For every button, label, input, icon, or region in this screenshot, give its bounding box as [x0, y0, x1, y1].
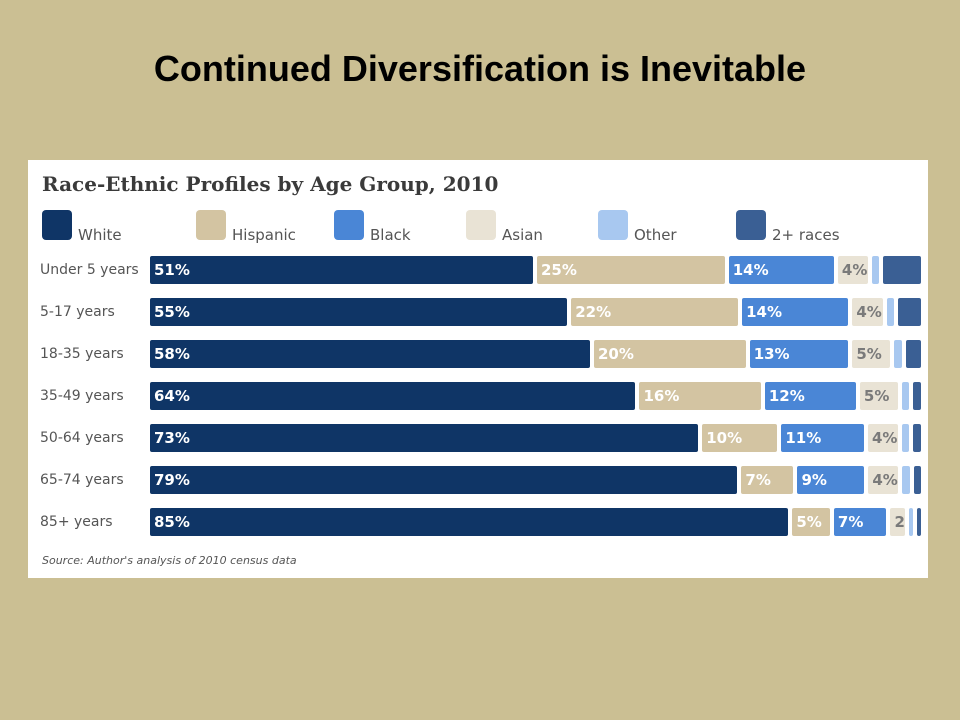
row-label: 5-17 years [40, 304, 115, 320]
row-label: 50-64 years [40, 430, 124, 446]
bar-segment: 7% [741, 466, 794, 494]
row-label: 85+ years [40, 514, 113, 530]
bar-segment: 7% [833, 508, 887, 536]
legend-swatch [736, 210, 766, 240]
bar-value-label: 64% [154, 387, 190, 405]
bar-value-label: 16% [643, 387, 680, 405]
bar-value-label: 22% [575, 303, 612, 321]
bar-value-label: 4% [871, 429, 898, 447]
bar-segment: 4% [837, 256, 868, 284]
bar-segment: 2% [890, 508, 906, 536]
bar-segment [913, 382, 921, 410]
bar-segment [917, 508, 921, 536]
bar-segment [883, 256, 921, 284]
bar-segment: 5% [792, 508, 830, 536]
bar-segment: 4% [868, 466, 899, 494]
chart-panel: Race-Ethnic Profiles by Age Group, 2010 … [28, 160, 928, 578]
legend-label: White [78, 226, 122, 244]
bar-value-label: 25% [541, 261, 577, 279]
bar-segment [902, 466, 910, 494]
bar-value-label: 14% [732, 261, 769, 279]
legend-label: Black [370, 226, 411, 244]
bar-segment: 64% [150, 382, 636, 410]
row-label: 18-35 years [40, 346, 124, 362]
bar-value-label: 79% [154, 471, 190, 489]
bar-segment: 58% [150, 340, 590, 368]
legend-swatch [42, 210, 72, 240]
bar-segment: 11% [781, 424, 864, 452]
bar-segment: 55% [150, 298, 568, 326]
bar-segment: 51% [150, 256, 533, 284]
bar-segment: 13% [749, 340, 849, 368]
bar-value-label: 20% [597, 345, 634, 363]
bar-value-label: 13% [753, 345, 790, 363]
bar-segment: 4% [867, 424, 898, 452]
bar-value-label: 9% [801, 471, 827, 489]
bar-segment: 79% [150, 466, 738, 494]
bar-value-label: 4% [872, 471, 898, 489]
legend-swatch [466, 210, 496, 240]
bar-segment [901, 424, 910, 452]
bar-value-label: 14% [746, 303, 783, 321]
bar-value-label: 10% [706, 429, 743, 447]
bar-value-label: 7% [745, 471, 771, 489]
bar-value-label: 5% [796, 513, 822, 531]
row-label: 35-49 years [40, 388, 124, 404]
bar-segment: 10% [702, 424, 778, 452]
bar-segment [913, 424, 921, 452]
legend-swatch [196, 210, 226, 240]
bar-value-label: 2% [894, 513, 905, 531]
bar-value-label: 85% [154, 513, 190, 531]
bar-segment: 4% [852, 298, 883, 326]
bar-segment [871, 256, 880, 284]
bar-value-label: 5% [863, 387, 890, 405]
bar-segment [909, 508, 914, 536]
legend-swatch [598, 210, 628, 240]
bar-segment [886, 298, 895, 326]
legend-label: 2+ races [772, 226, 840, 244]
bar-segment: 25% [537, 256, 725, 284]
bar-segment: 73% [150, 424, 699, 452]
bar-value-label: 11% [785, 429, 822, 447]
bar-value-label: 12% [768, 387, 805, 405]
chart-source: Source: Author's analysis of 2010 census… [42, 554, 297, 567]
legend-label: Hispanic [232, 226, 296, 244]
bar-value-label: 73% [154, 429, 190, 447]
bar-segment: 5% [852, 340, 891, 368]
bar-segment [913, 466, 921, 494]
legend-swatch [334, 210, 364, 240]
legend-label: Asian [502, 226, 543, 244]
chart-title: Race-Ethnic Profiles by Age Group, 2010 [42, 172, 499, 196]
bar-segment: 14% [728, 256, 834, 284]
bar-segment [894, 340, 902, 368]
bar-value-label: 51% [154, 261, 190, 279]
row-label: 65-74 years [40, 472, 124, 488]
bar-value-label: 4% [841, 261, 868, 279]
bar-value-label: 4% [856, 303, 882, 321]
bar-segment [901, 382, 910, 410]
bar-value-label: 58% [154, 345, 190, 363]
bar-segment: 20% [593, 340, 746, 368]
bar-segment: 9% [797, 466, 865, 494]
bar-segment: 22% [571, 298, 739, 326]
bar-value-label: 5% [856, 345, 882, 363]
legend-label: Other [634, 226, 677, 244]
slide-title: Continued Diversification is Inevitable [153, 48, 807, 89]
bar-segment: 12% [764, 382, 856, 410]
bar-segment: 14% [742, 298, 849, 326]
bar-segment: 85% [150, 508, 789, 536]
row-label: Under 5 years [40, 262, 139, 278]
bar-segment: 16% [639, 382, 761, 410]
bar-segment [898, 298, 921, 326]
bar-value-label: 7% [837, 513, 864, 531]
bar-value-label: 55% [154, 303, 190, 321]
bar-segment: 5% [859, 382, 898, 410]
bar-segment [905, 340, 921, 368]
